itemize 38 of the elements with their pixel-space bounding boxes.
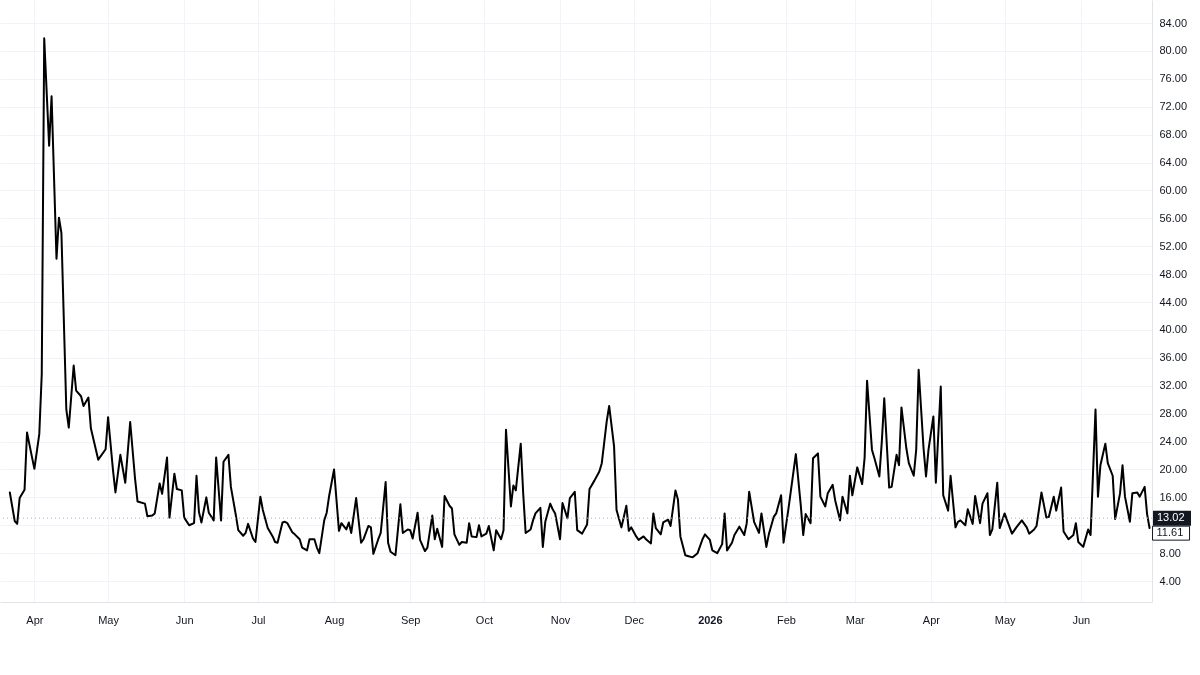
y-tick-label: 68.00 <box>1159 128 1188 141</box>
y-tick-label: 8.00 <box>1159 546 1181 559</box>
x-tick-label: Dec <box>624 613 645 626</box>
x-tick-label: Apr <box>922 613 941 626</box>
x-tick-label: Jun <box>1072 613 1091 626</box>
x-tick-label: Feb <box>777 613 796 626</box>
x-tick-label: 2026 <box>698 613 723 626</box>
x-tick-label: May <box>994 613 1017 626</box>
y-tick-label: 72.00 <box>1159 100 1188 113</box>
y-tick-label: 32.00 <box>1159 379 1188 392</box>
x-tick-label: Nov <box>550 613 571 626</box>
line-series <box>8 37 1151 559</box>
y-tick-label: 80.00 <box>1159 44 1188 57</box>
y-tick-label: 44.00 <box>1159 295 1188 308</box>
x-tick-label: Apr <box>26 613 44 626</box>
y-tick-label: 4.00 <box>1159 574 1181 587</box>
y-tick-label: 56.00 <box>1159 211 1188 224</box>
x-tick-label: Aug <box>324 613 345 626</box>
y-tick-label: 60.00 <box>1159 183 1188 196</box>
x-tick-label: Oct <box>475 613 493 626</box>
y-tick-label: 16.00 <box>1159 490 1188 503</box>
y-tick-label: 40.00 <box>1159 323 1188 336</box>
y-tick-label: 24.00 <box>1159 435 1188 448</box>
x-tick-label: Jun <box>175 613 194 626</box>
y-tick-label: 52.00 <box>1159 239 1188 252</box>
x-tick-label: May <box>98 613 120 626</box>
y-tick-label: 76.00 <box>1159 72 1188 85</box>
y-tick-label: 84.00 <box>1159 16 1188 29</box>
ref-line-label: 13.02 <box>1157 511 1185 524</box>
y-tick-label: 28.00 <box>1159 407 1188 420</box>
y-tick-label: 36.00 <box>1159 351 1188 364</box>
annotation: 11.61 <box>1156 526 1184 539</box>
y-tick-label: 64.00 <box>1159 156 1188 169</box>
x-tick-label: Sep <box>400 613 421 626</box>
y-tick-label: 20.00 <box>1159 462 1188 475</box>
y-tick-label: 48.00 <box>1159 267 1188 280</box>
x-tick-label: Jul <box>251 613 266 626</box>
x-tick-label: Mar <box>845 613 866 626</box>
